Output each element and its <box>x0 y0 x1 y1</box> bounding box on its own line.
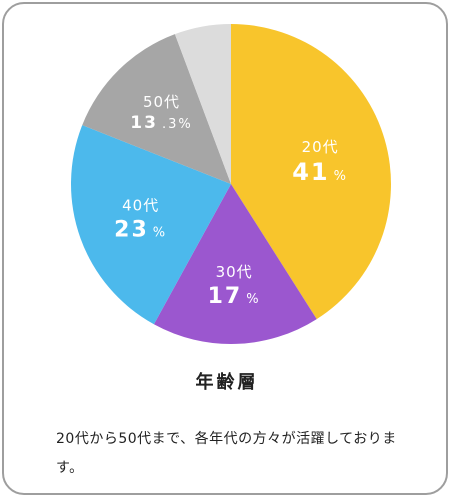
slice-label-name: 30代 <box>216 263 253 281</box>
pie-slice <box>82 34 232 185</box>
chart-title: 年齢層 <box>195 372 259 393</box>
slice-label-name: 40代 <box>122 197 159 215</box>
slice-label-value: 23% <box>114 218 167 243</box>
slice-label-name: 50代 <box>143 93 180 111</box>
pie-slice <box>174 23 231 184</box>
pie-slice <box>71 125 231 325</box>
pie-slice <box>153 184 317 344</box>
pie-slice <box>231 24 391 320</box>
chart-description: 20代から50代まで、各年代の方々が活躍しております。 <box>56 431 397 476</box>
slice-label-name: 20代 <box>302 138 339 156</box>
